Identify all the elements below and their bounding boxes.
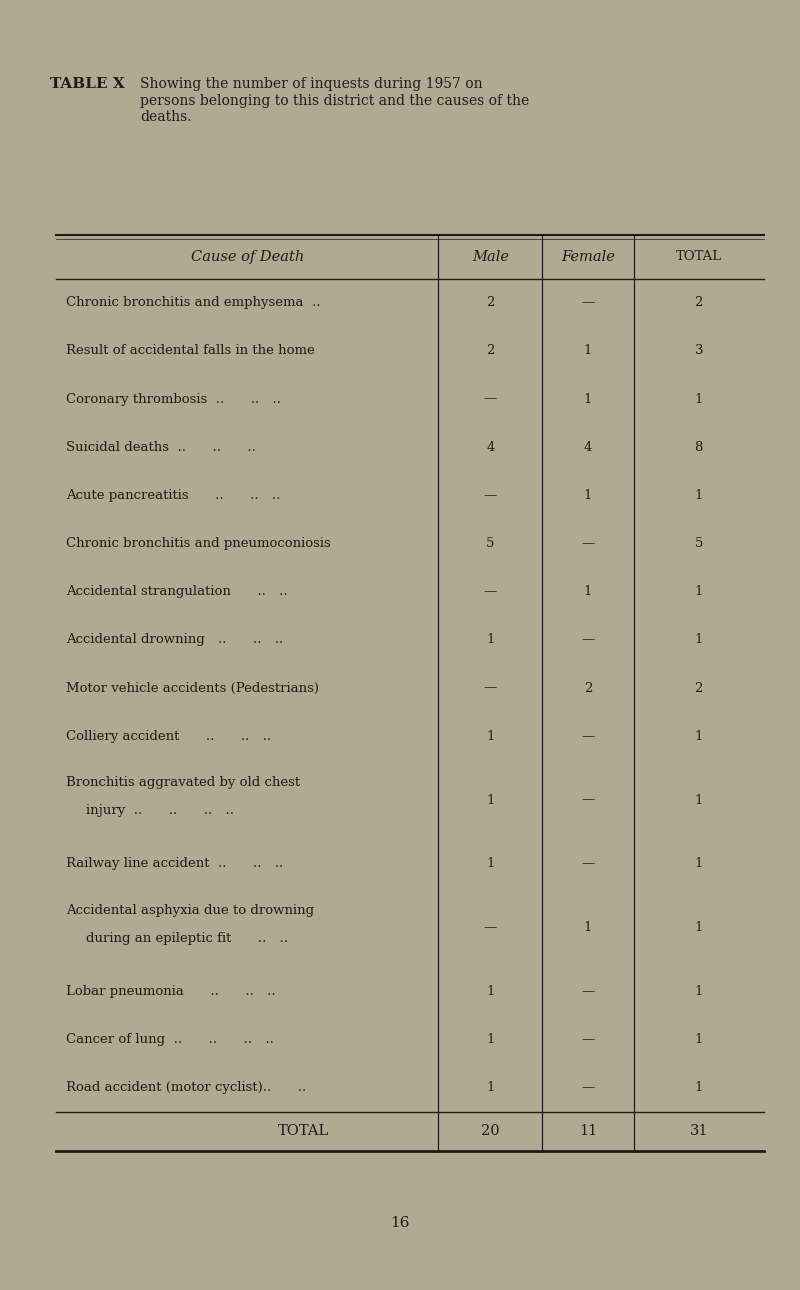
Text: Coronary thrombosis  ..  .. ..: Coronary thrombosis .. .. .. bbox=[66, 392, 281, 405]
Text: 1: 1 bbox=[486, 986, 494, 998]
Text: injury  ..  ..  .. ..: injury .. .. .. .. bbox=[86, 804, 234, 817]
Text: 2: 2 bbox=[694, 297, 703, 310]
Text: 5: 5 bbox=[694, 537, 703, 550]
Text: 1: 1 bbox=[584, 586, 592, 599]
Text: Road accident (motor cyclist)..  ..: Road accident (motor cyclist).. .. bbox=[66, 1081, 306, 1094]
Text: 20: 20 bbox=[481, 1125, 500, 1138]
Text: 1: 1 bbox=[694, 793, 703, 806]
Text: —: — bbox=[484, 681, 497, 694]
Text: 1: 1 bbox=[584, 489, 592, 502]
Text: —: — bbox=[582, 986, 594, 998]
Text: 4: 4 bbox=[584, 441, 592, 454]
Text: 1: 1 bbox=[694, 392, 703, 405]
Text: —: — bbox=[484, 489, 497, 502]
Text: 1: 1 bbox=[694, 586, 703, 599]
Text: 2: 2 bbox=[486, 344, 494, 357]
Text: 5: 5 bbox=[486, 537, 494, 550]
Text: —: — bbox=[582, 1033, 594, 1046]
Text: —: — bbox=[484, 921, 497, 934]
Text: —: — bbox=[582, 537, 594, 550]
Text: Male: Male bbox=[472, 250, 509, 263]
Text: 1: 1 bbox=[486, 793, 494, 806]
Text: Chronic bronchitis and pneumoconiosis: Chronic bronchitis and pneumoconiosis bbox=[66, 537, 330, 550]
Text: 1: 1 bbox=[486, 633, 494, 646]
Text: —: — bbox=[582, 633, 594, 646]
Text: —: — bbox=[484, 586, 497, 599]
Text: 1: 1 bbox=[486, 858, 494, 871]
Text: Accidental asphyxia due to drowning: Accidental asphyxia due to drowning bbox=[66, 904, 314, 917]
Text: TABLE X: TABLE X bbox=[50, 77, 125, 92]
Text: 1: 1 bbox=[694, 1033, 703, 1046]
Text: 1: 1 bbox=[486, 1081, 494, 1094]
Text: Chronic bronchitis and emphysema  ..: Chronic bronchitis and emphysema .. bbox=[66, 297, 320, 310]
Text: 1: 1 bbox=[694, 730, 703, 743]
Text: Railway line accident  ..  .. ..: Railway line accident .. .. .. bbox=[66, 858, 283, 871]
Text: 1: 1 bbox=[694, 1081, 703, 1094]
Text: TOTAL: TOTAL bbox=[278, 1125, 329, 1138]
Text: Result of accidental falls in the home: Result of accidental falls in the home bbox=[66, 344, 314, 357]
Text: 11: 11 bbox=[579, 1125, 597, 1138]
Text: 1: 1 bbox=[584, 921, 592, 934]
Text: during an epileptic fit  .. ..: during an epileptic fit .. .. bbox=[86, 931, 288, 944]
Text: 1: 1 bbox=[486, 730, 494, 743]
Text: 31: 31 bbox=[690, 1125, 708, 1138]
Text: 8: 8 bbox=[694, 441, 703, 454]
Text: 1: 1 bbox=[694, 921, 703, 934]
Text: Female: Female bbox=[561, 250, 615, 263]
Text: 1: 1 bbox=[486, 1033, 494, 1046]
Text: Cancer of lung  ..  ..  .. ..: Cancer of lung .. .. .. .. bbox=[66, 1033, 274, 1046]
Text: 2: 2 bbox=[486, 297, 494, 310]
Text: 2: 2 bbox=[584, 681, 592, 694]
Text: 1: 1 bbox=[694, 858, 703, 871]
Text: —: — bbox=[582, 297, 594, 310]
Text: 1: 1 bbox=[584, 344, 592, 357]
Text: 4: 4 bbox=[486, 441, 494, 454]
Text: 2: 2 bbox=[694, 681, 703, 694]
Text: Bronchitis aggravated by old chest: Bronchitis aggravated by old chest bbox=[66, 777, 300, 789]
Text: —: — bbox=[582, 858, 594, 871]
Text: 1: 1 bbox=[584, 392, 592, 405]
Text: 1: 1 bbox=[694, 986, 703, 998]
Text: —: — bbox=[582, 793, 594, 806]
Text: Accidental strangulation  .. ..: Accidental strangulation .. .. bbox=[66, 586, 287, 599]
Text: Showing the number of inquests during 1957 on
persons belonging to this district: Showing the number of inquests during 19… bbox=[140, 77, 530, 124]
Text: TOTAL: TOTAL bbox=[676, 250, 722, 263]
Text: 3: 3 bbox=[694, 344, 703, 357]
Text: Suicidal deaths  ..  ..  ..: Suicidal deaths .. .. .. bbox=[66, 441, 256, 454]
Text: 1: 1 bbox=[694, 633, 703, 646]
Text: —: — bbox=[582, 1081, 594, 1094]
Text: Colliery accident  ..  .. ..: Colliery accident .. .. .. bbox=[66, 730, 270, 743]
Text: Cause of Death: Cause of Death bbox=[190, 250, 304, 263]
Text: 1: 1 bbox=[694, 489, 703, 502]
Text: Accidental drowning ..  .. ..: Accidental drowning .. .. .. bbox=[66, 633, 283, 646]
Text: Acute pancreatitis  ..  .. ..: Acute pancreatitis .. .. .. bbox=[66, 489, 280, 502]
Text: —: — bbox=[484, 392, 497, 405]
Text: —: — bbox=[582, 730, 594, 743]
Text: 16: 16 bbox=[390, 1216, 410, 1229]
Text: Lobar pneumonia  ..  .. ..: Lobar pneumonia .. .. .. bbox=[66, 986, 275, 998]
Text: Motor vehicle accidents (Pedestrians): Motor vehicle accidents (Pedestrians) bbox=[66, 681, 318, 694]
